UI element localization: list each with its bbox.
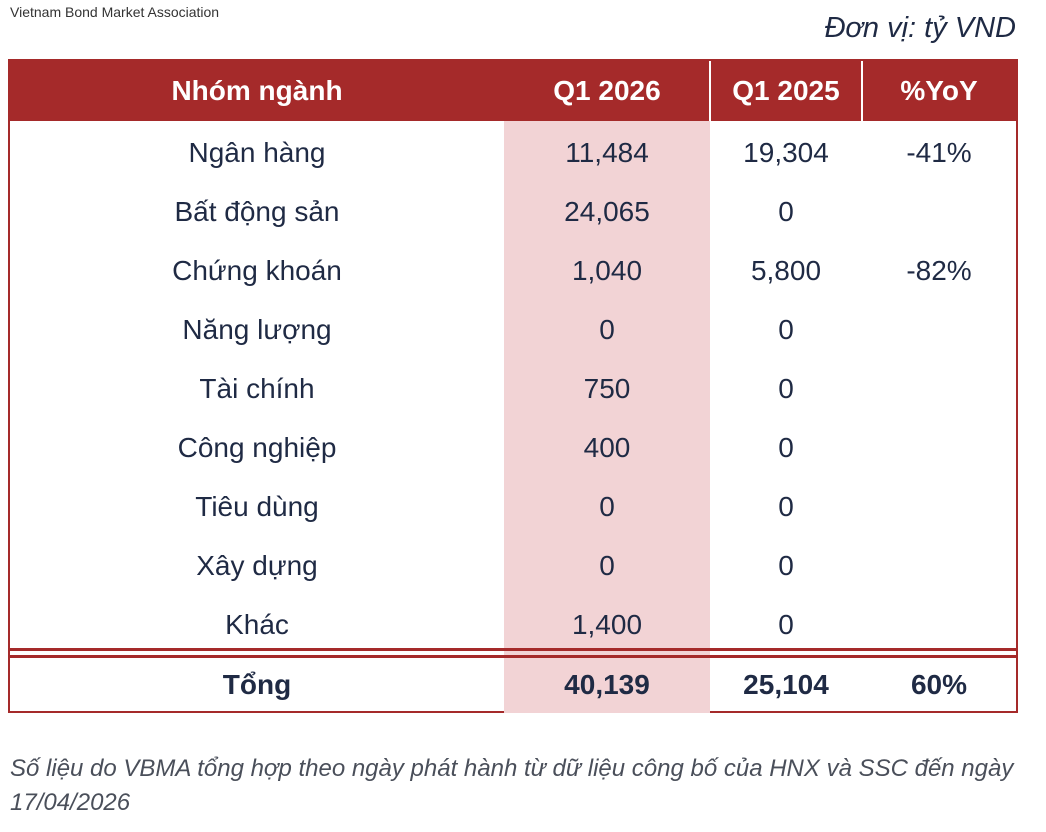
- table-row: Ngân hàng 11,484 19,304 -41%: [10, 123, 1016, 182]
- row-sector: Xây dựng: [196, 550, 318, 581]
- org-name: Vietnam Bond Market Association: [10, 4, 220, 20]
- header-sector: Nhóm ngành: [171, 75, 343, 106]
- row-sector: Tiêu dùng: [195, 491, 319, 522]
- header-yoy: %YoY: [900, 75, 978, 106]
- table-header: Nhóm ngành Q1 2026 Q1 2025 %YoY: [10, 61, 1016, 121]
- table-row: Chứng khoán 1,040 5,800 -82%: [10, 241, 1016, 300]
- header-q1-2026: Q1 2026: [553, 75, 661, 106]
- row-q1-2026: 0: [599, 550, 615, 581]
- total-yoy: 60%: [910, 669, 968, 700]
- row-q1-2026: 11,484: [565, 137, 649, 168]
- total-label: Tổng: [222, 669, 292, 700]
- row-q1-2026: 400: [583, 432, 631, 463]
- bond-issuance-table: Nhóm ngành Q1 2026 Q1 2025 %YoY Ngân hàn…: [8, 59, 1018, 713]
- total-separator-top: [10, 648, 1016, 651]
- table-row: Năng lượng 0 0: [10, 300, 1016, 359]
- row-q1-2025: 5,800: [750, 255, 822, 286]
- row-yoy: [862, 477, 1016, 536]
- table-row: Khác 1,400 0: [10, 595, 1016, 654]
- row-q1-2025: 0: [778, 196, 794, 227]
- row-yoy: [862, 418, 1016, 477]
- row-q1-2026: 0: [599, 314, 615, 345]
- row-sector: Bất động sản: [174, 196, 340, 227]
- row-q1-2025: 0: [778, 550, 794, 581]
- row-sector: Năng lượng: [182, 314, 332, 345]
- row-q1-2026: 1,400: [571, 609, 643, 640]
- total-q1-2025: 25,104: [743, 669, 829, 700]
- footnote: Số liệu do VBMA tổng hợp theo ngày phát …: [10, 755, 1014, 816]
- row-sector: Khác: [225, 609, 289, 640]
- total-separator-bottom: [10, 655, 1016, 658]
- row-q1-2025: 19,304: [743, 137, 829, 168]
- row-q1-2025: 0: [778, 432, 794, 463]
- row-sector: Công nghiệp: [177, 432, 337, 463]
- row-q1-2026: 0: [599, 491, 615, 522]
- row-q1-2026: 24,065: [564, 196, 650, 227]
- total-q1-2026: 40,139: [564, 669, 650, 700]
- row-yoy: [862, 300, 1016, 359]
- header-q1-2025: Q1 2025: [732, 75, 840, 106]
- table-row: Công nghiệp 400 0: [10, 418, 1016, 477]
- table-row: Xây dựng 0 0: [10, 536, 1016, 595]
- row-q1-2026: 750: [583, 373, 631, 404]
- row-yoy: [862, 595, 1016, 654]
- table-row: Bất động sản 24,065 0: [10, 182, 1016, 241]
- total-row: Tổng 40,139 25,104 60%: [10, 658, 1016, 711]
- row-yoy: -41%: [906, 137, 972, 168]
- row-sector: Tài chính: [199, 373, 315, 404]
- unit-label: Đơn vị: tỷ VND: [824, 12, 1016, 44]
- table-row: Tài chính 750 0: [10, 359, 1016, 418]
- row-q1-2025: 0: [778, 491, 794, 522]
- row-q1-2025: 0: [778, 314, 794, 345]
- highlight-column-q1-2026: [504, 121, 710, 713]
- row-q1-2025: 0: [778, 373, 794, 404]
- table-row: Tiêu dùng 0 0: [10, 477, 1016, 536]
- header-divider: [861, 61, 863, 121]
- row-yoy: -82%: [906, 255, 972, 286]
- header-divider: [709, 61, 711, 121]
- row-yoy: [862, 359, 1016, 418]
- row-sector: Ngân hàng: [188, 137, 326, 168]
- row-q1-2025: 0: [778, 609, 794, 640]
- row-q1-2026: 1,040: [571, 255, 643, 286]
- row-yoy: [862, 182, 1016, 241]
- row-sector: Chứng khoán: [172, 255, 342, 286]
- row-yoy: [862, 536, 1016, 595]
